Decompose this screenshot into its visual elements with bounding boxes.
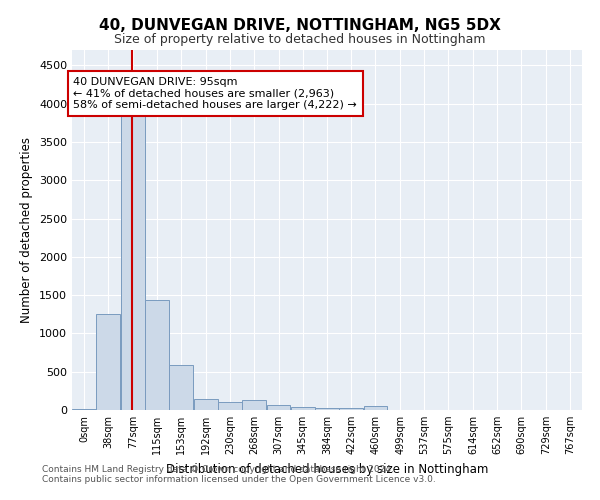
Bar	[266, 404, 290, 410]
Y-axis label: Number of detached properties: Number of detached properties	[20, 137, 34, 323]
Bar	[340, 408, 364, 410]
Bar	[218, 402, 242, 410]
Text: Contains public sector information licensed under the Open Government Licence v3: Contains public sector information licen…	[42, 476, 436, 484]
Bar	[145, 300, 169, 410]
Bar	[194, 398, 218, 410]
Bar	[96, 314, 120, 410]
Bar	[364, 406, 388, 410]
Text: 40, DUNVEGAN DRIVE, NOTTINGHAM, NG5 5DX: 40, DUNVEGAN DRIVE, NOTTINGHAM, NG5 5DX	[99, 18, 501, 32]
Bar	[72, 409, 96, 410]
Text: Contains HM Land Registry data © Crown copyright and database right 2024.: Contains HM Land Registry data © Crown c…	[42, 466, 394, 474]
Text: Size of property relative to detached houses in Nottingham: Size of property relative to detached ho…	[114, 32, 486, 46]
Bar	[121, 105, 145, 410]
Bar	[242, 400, 266, 410]
Bar	[316, 408, 339, 410]
Bar	[290, 406, 314, 410]
Text: 40 DUNVEGAN DRIVE: 95sqm
← 41% of detached houses are smaller (2,963)
58% of sem: 40 DUNVEGAN DRIVE: 95sqm ← 41% of detach…	[73, 77, 357, 110]
Bar	[169, 365, 193, 410]
X-axis label: Distribution of detached houses by size in Nottingham: Distribution of detached houses by size …	[166, 462, 488, 475]
